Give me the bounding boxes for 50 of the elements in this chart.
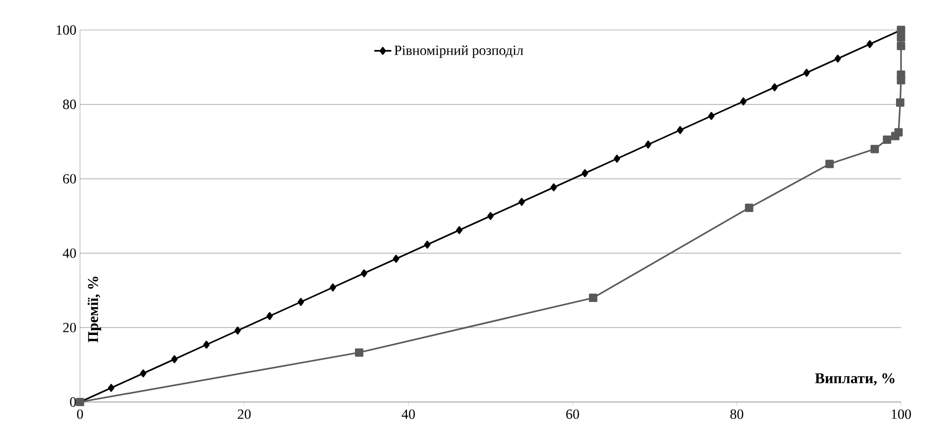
point bbox=[708, 112, 715, 120]
point bbox=[803, 68, 810, 77]
x-tick-label: 40 bbox=[402, 410, 415, 419]
point bbox=[614, 154, 620, 163]
x-tick-label: 80 bbox=[730, 410, 744, 419]
point bbox=[740, 97, 747, 106]
point bbox=[140, 369, 146, 378]
point bbox=[487, 212, 494, 220]
y-axis-title: Премії, % bbox=[88, 276, 102, 342]
point bbox=[298, 298, 304, 306]
x-axis-title: Виплати, % bbox=[815, 373, 894, 386]
point bbox=[644, 140, 652, 149]
point bbox=[588, 294, 598, 302]
point bbox=[676, 126, 684, 134]
point bbox=[360, 269, 368, 278]
point bbox=[771, 83, 778, 92]
point bbox=[825, 160, 834, 168]
point bbox=[896, 42, 906, 50]
point bbox=[866, 40, 874, 48]
y-tick-label: 40 bbox=[62, 248, 76, 258]
y-tick-label: 60 bbox=[63, 174, 76, 184]
point bbox=[518, 198, 525, 206]
point bbox=[424, 240, 430, 249]
point bbox=[266, 312, 273, 320]
point bbox=[330, 283, 336, 292]
point bbox=[882, 136, 892, 144]
point bbox=[582, 169, 588, 178]
point bbox=[896, 70, 906, 79]
point bbox=[171, 355, 178, 364]
point bbox=[392, 254, 400, 263]
point bbox=[354, 348, 364, 357]
point bbox=[108, 384, 114, 392]
point bbox=[870, 144, 879, 154]
x-tick-label: 20 bbox=[238, 410, 251, 419]
x-tick-label: 100 bbox=[892, 410, 911, 419]
point bbox=[896, 98, 904, 107]
point bbox=[550, 183, 557, 192]
point bbox=[744, 204, 754, 212]
y-tick-label: 20 bbox=[63, 322, 76, 332]
point bbox=[894, 128, 903, 136]
y-tick-label: 80 bbox=[63, 100, 76, 110]
point bbox=[834, 54, 841, 63]
point bbox=[456, 226, 462, 234]
point bbox=[203, 340, 210, 349]
y-tick-label: 100 bbox=[56, 25, 76, 35]
legend-label: Рівномірний розподіл bbox=[394, 45, 524, 58]
y-tick-label: 0 bbox=[70, 397, 76, 407]
point bbox=[234, 326, 241, 335]
x-tick-label: 0 bbox=[77, 410, 83, 419]
x-tick-label: 60 bbox=[566, 410, 580, 419]
